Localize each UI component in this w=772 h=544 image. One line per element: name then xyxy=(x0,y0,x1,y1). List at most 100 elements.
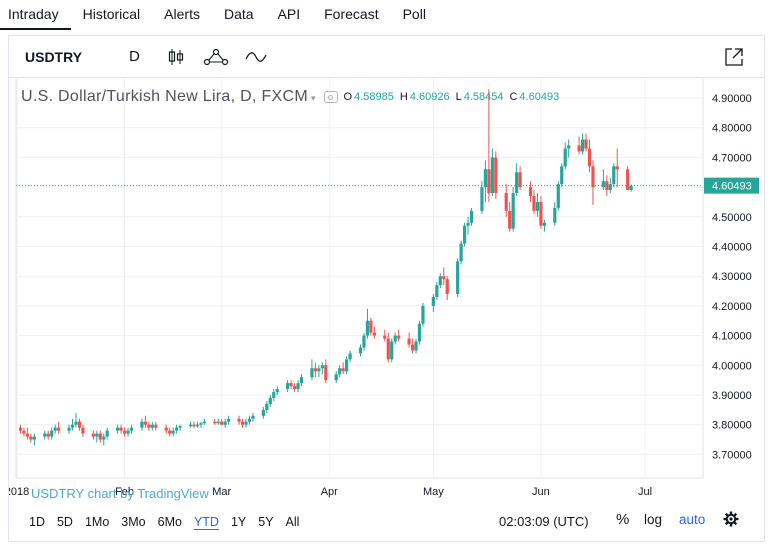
ohlc-open-label: O xyxy=(343,91,353,103)
candle-body xyxy=(32,436,36,440)
candle-body xyxy=(626,169,630,191)
candle-body xyxy=(244,421,248,425)
range-3mo[interactable]: 3Mo xyxy=(121,515,146,529)
candle-body xyxy=(81,427,85,434)
candle-body xyxy=(539,201,543,226)
indicators-icon[interactable] xyxy=(199,40,233,74)
chart-legend: U.S. Dollar/Turkish New Lira, D, FXCM ▾ … xyxy=(21,88,565,106)
candle-body xyxy=(74,421,78,425)
percent-toggle[interactable]: % xyxy=(616,511,630,528)
candle-body xyxy=(126,430,130,434)
candle-body xyxy=(154,424,158,428)
candle-body xyxy=(553,207,557,223)
candle-body xyxy=(53,427,57,431)
range-1y[interactable]: 1Y xyxy=(230,515,247,529)
top-tabs: Intraday Historical Alerts Data API Fore… xyxy=(0,0,772,30)
expand-icon-glyph xyxy=(725,48,743,66)
auto-toggle[interactable]: auto xyxy=(679,512,706,527)
eye-icon[interactable] xyxy=(323,91,338,103)
candle-body xyxy=(556,184,560,208)
candle-body xyxy=(577,145,581,152)
compare-icon-glyph xyxy=(245,51,267,62)
candle-body xyxy=(43,433,47,437)
range-ytd[interactable]: YTD xyxy=(193,515,219,529)
range-1mo[interactable]: 1Mo xyxy=(84,515,110,529)
ohlc-low: L 4.58454 xyxy=(456,91,504,103)
x-tick-label: Feb xyxy=(115,486,134,498)
candle-body xyxy=(365,320,370,336)
candle-body xyxy=(168,430,172,434)
ohlc-open: O 4.58985 xyxy=(344,91,394,103)
candle-body xyxy=(414,341,418,351)
x-tick-label: Mar xyxy=(212,486,231,498)
tab-forecast[interactable]: Forecast xyxy=(324,6,379,22)
price-chart[interactable]: 3.70000 3.80000 3.90000 4.00000 4.10000 4.200… xyxy=(5,79,764,511)
log-toggle[interactable]: log xyxy=(644,512,663,527)
expand-icon[interactable] xyxy=(722,45,746,69)
candle-body xyxy=(341,368,345,372)
y-tick-label: 4.40000 xyxy=(712,242,752,254)
candle-body xyxy=(487,169,491,194)
last-price-tag xyxy=(704,177,759,194)
candle-body xyxy=(494,157,498,194)
candle-body xyxy=(175,427,179,431)
candle-body xyxy=(70,424,75,428)
tab-historical[interactable]: Historical xyxy=(82,6,141,22)
candle-body xyxy=(386,338,390,360)
candle-body xyxy=(629,185,633,191)
candle-body xyxy=(188,424,193,427)
candle-body xyxy=(348,353,352,360)
candle-body xyxy=(95,433,99,437)
candle-body xyxy=(67,427,71,431)
candle-body xyxy=(608,184,612,191)
tradingview-watermark[interactable]: USDTRY chart by TradingView xyxy=(31,486,209,501)
y-tick-label: 4.00000 xyxy=(712,360,752,372)
candle-body xyxy=(584,139,588,149)
tab-poll[interactable]: Poll xyxy=(402,6,426,22)
symbol-search[interactable]: USDTRY xyxy=(25,48,83,65)
y-tick-label: 4.80000 xyxy=(712,123,752,135)
range-5y[interactable]: 5Y xyxy=(258,515,274,529)
y-tick-label: 3.90000 xyxy=(712,390,752,402)
candle-body xyxy=(334,374,338,381)
candle-body xyxy=(220,421,224,425)
tab-alerts[interactable]: Alerts xyxy=(164,6,200,22)
tab-data[interactable]: Data xyxy=(223,6,254,22)
range-1d[interactable]: 1D xyxy=(29,515,45,529)
candle-body xyxy=(310,368,314,378)
chevron-down-icon[interactable]: ▾ xyxy=(311,92,316,103)
candle-body xyxy=(462,225,467,244)
candle-body xyxy=(469,210,474,223)
compare-icon[interactable] xyxy=(239,40,273,74)
ohlc-high-label: H xyxy=(399,91,408,103)
range-all[interactable]: All xyxy=(285,515,300,529)
candle-body xyxy=(122,430,127,434)
y-tick-label: 4.90000 xyxy=(712,93,752,105)
range-6mo[interactable]: 6Mo xyxy=(157,515,182,529)
ohlc-open-value: 4.58985 xyxy=(354,91,394,103)
candle-body xyxy=(407,338,411,345)
candle-body xyxy=(324,365,328,381)
interval-selector[interactable]: D xyxy=(129,48,140,65)
range-selector: 1D 5D 1Mo 3Mo 6Mo YTD 1Y 5Y All xyxy=(23,515,305,529)
candle-body xyxy=(390,341,394,360)
candle-body xyxy=(102,436,106,440)
range-5d[interactable]: 5D xyxy=(56,515,73,529)
gear-icon[interactable] xyxy=(723,511,739,530)
candle-body xyxy=(508,210,512,229)
candle-body xyxy=(202,421,206,424)
candle-body xyxy=(372,332,376,336)
candle-body xyxy=(383,335,387,339)
chart-canvas[interactable]: 3.70000 3.80000 3.90000 4.00000 4.10000 4.200… xyxy=(5,79,764,511)
tab-api[interactable]: API xyxy=(277,6,301,22)
candle-body xyxy=(195,424,200,427)
x-tick-label: Jul xyxy=(638,486,652,498)
tab-intraday[interactable]: Intraday xyxy=(0,0,71,30)
candle-body xyxy=(528,187,533,197)
candle-body xyxy=(57,427,61,431)
utc-clock[interactable]: 02:03:09 (UTC) xyxy=(499,514,589,529)
candles-icon[interactable] xyxy=(159,40,193,74)
ohlc-low-label: L xyxy=(455,91,462,103)
candle-body xyxy=(91,433,95,437)
candle-body xyxy=(29,436,33,440)
